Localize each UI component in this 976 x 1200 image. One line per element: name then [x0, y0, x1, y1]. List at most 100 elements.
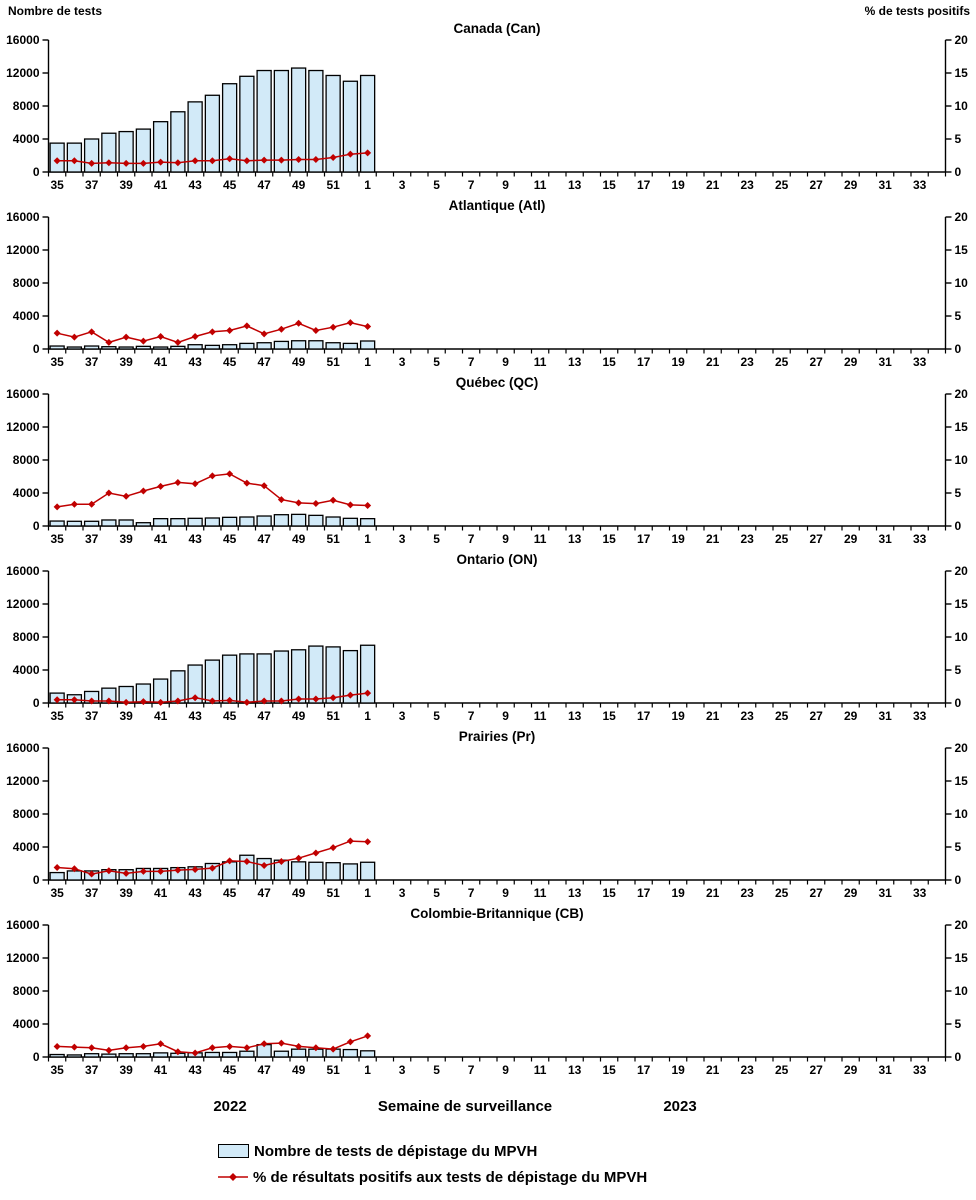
- tests-bar: [66, 870, 83, 881]
- week-label: 35: [50, 1063, 64, 1077]
- week-label: 21: [706, 532, 720, 546]
- tests-bar: [359, 518, 376, 527]
- right-tick-label: 5: [955, 486, 962, 500]
- tests-bar: [66, 520, 83, 527]
- tests-bar: [359, 1050, 376, 1058]
- left-tick-label: 16000: [6, 387, 40, 401]
- diamond-marker: [226, 327, 234, 335]
- left-tick-label: 16000: [6, 210, 40, 224]
- tests-bar: [221, 654, 238, 704]
- diamond-marker: [157, 1040, 165, 1048]
- week-label: 45: [223, 355, 237, 369]
- diamond-marker: [174, 478, 182, 486]
- diamond-marker: [88, 870, 96, 878]
- panel-prairies: Prairies (Pr)040008000120001600005101520…: [6, 729, 968, 900]
- tests-bar: [187, 101, 203, 173]
- left-tick-label: 0: [33, 342, 40, 356]
- diamond-marker: [226, 1042, 234, 1050]
- tests-bar: [170, 518, 186, 527]
- week-label: 27: [809, 1063, 823, 1077]
- diamond-marker: [243, 322, 251, 330]
- tests-bar: [204, 1051, 221, 1058]
- tests-bars: [49, 67, 376, 173]
- week-label: 43: [188, 709, 202, 723]
- week-label: 31: [878, 709, 892, 723]
- tests-bar: [101, 519, 117, 527]
- tests-bar: [221, 1051, 238, 1058]
- week-label: 29: [844, 532, 858, 546]
- week-label: 51: [326, 178, 340, 192]
- week-label: 41: [154, 178, 168, 192]
- week-label: 43: [188, 178, 202, 192]
- diamond-marker: [88, 159, 96, 167]
- tests-bar: [101, 346, 117, 350]
- week-label: 39: [119, 709, 133, 723]
- week-label: 15: [602, 709, 616, 723]
- week-label: 29: [844, 1063, 858, 1077]
- week-label: 27: [809, 355, 823, 369]
- week-label: 33: [913, 1063, 927, 1077]
- diamond-marker: [260, 1040, 268, 1048]
- diamond-marker: [174, 159, 182, 167]
- week-label: 17: [637, 1063, 651, 1077]
- diamond-marker: [277, 1039, 285, 1047]
- tests-bar: [359, 340, 376, 350]
- left-tick-label: 4000: [13, 486, 40, 500]
- tests-bar: [239, 653, 255, 704]
- diamond-marker: [277, 697, 285, 705]
- tests-bar: [187, 517, 203, 527]
- week-label: 5: [433, 355, 440, 369]
- tests-bar: [273, 1050, 290, 1058]
- diamond-marker: [70, 500, 78, 508]
- tests-bar: [135, 1053, 152, 1058]
- week-label: 15: [602, 886, 616, 900]
- left-tick-label: 0: [33, 1050, 40, 1064]
- diamond-marker: [260, 330, 268, 338]
- right-tick-label: 5: [955, 663, 962, 677]
- right-tick-label: 0: [955, 165, 962, 179]
- week-label: 9: [502, 1063, 509, 1077]
- tests-bar: [239, 342, 255, 350]
- week-label: 31: [878, 886, 892, 900]
- week-label: 7: [468, 532, 475, 546]
- week-label: 47: [257, 886, 271, 900]
- diamond-marker: [260, 482, 268, 490]
- left-tick-label: 8000: [13, 453, 40, 467]
- week-label: 19: [671, 178, 685, 192]
- tests-bar: [256, 857, 272, 881]
- week-label: 23: [740, 1063, 754, 1077]
- tests-bar: [325, 646, 341, 704]
- right-tick-label: 10: [955, 984, 969, 998]
- tests-bar: [66, 1054, 83, 1058]
- diamond-marker: [346, 691, 354, 699]
- week-label: 37: [85, 1063, 99, 1077]
- tests-bar: [49, 345, 65, 350]
- week-label: 47: [257, 709, 271, 723]
- right-tick-label: 15: [955, 774, 969, 788]
- x-axis-footer: 2022 Semaine de surveillance 2023: [0, 1098, 976, 1120]
- diamond-marker: [208, 157, 216, 165]
- diamond-marker: [105, 159, 113, 167]
- left-tick-label: 8000: [13, 99, 40, 113]
- tests-bar: [308, 69, 324, 173]
- tests-bar: [49, 520, 65, 527]
- week-label: 19: [671, 355, 685, 369]
- right-tick-label: 15: [955, 66, 969, 80]
- right-tick-label: 20: [955, 387, 969, 401]
- week-label: 23: [740, 886, 754, 900]
- diamond-marker: [260, 156, 268, 164]
- diamond-marker: [88, 328, 96, 336]
- left-tick-label: 8000: [13, 807, 40, 821]
- week-label: 47: [257, 1063, 271, 1077]
- week-label: 19: [671, 709, 685, 723]
- panel-title: Canada (Can): [453, 21, 540, 36]
- week-label: 19: [671, 1063, 685, 1077]
- diamond-marker: [139, 698, 147, 706]
- week-label: 45: [223, 709, 237, 723]
- week-label: 7: [468, 355, 475, 369]
- week-label: 41: [154, 355, 168, 369]
- diamond-marker: [122, 159, 130, 167]
- week-label: 1: [364, 709, 371, 723]
- tests-bar: [308, 514, 324, 527]
- week-label: 15: [602, 178, 616, 192]
